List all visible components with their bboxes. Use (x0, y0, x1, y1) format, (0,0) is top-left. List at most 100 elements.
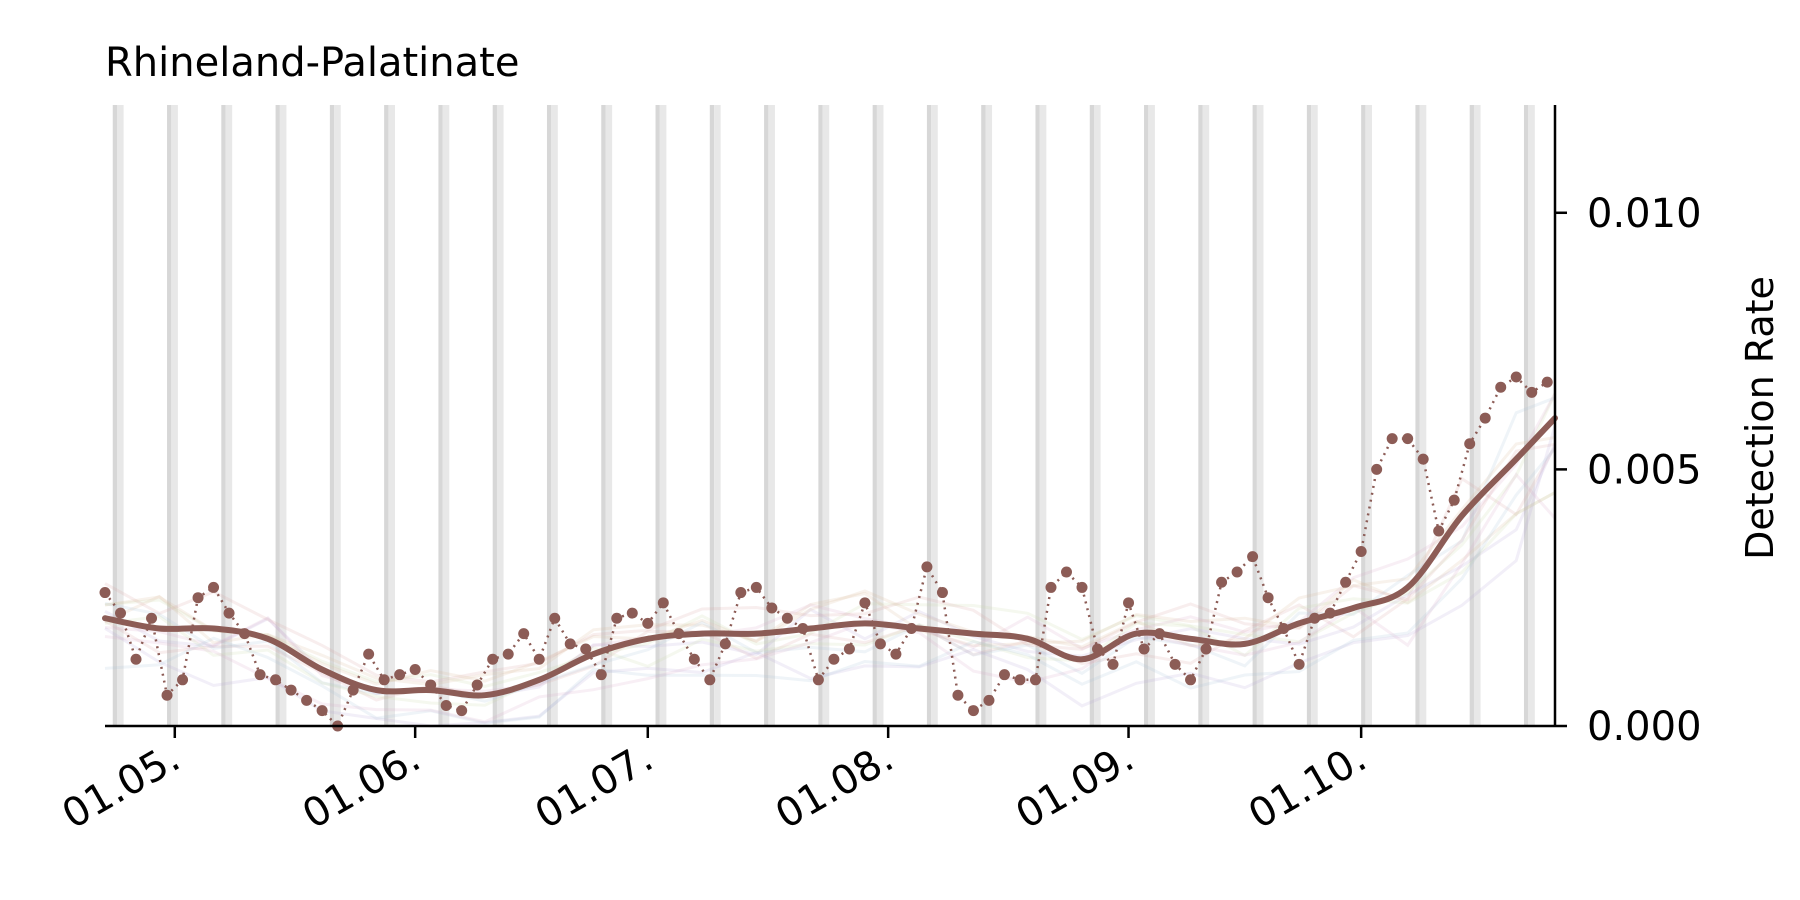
weekend-band-light (1528, 105, 1535, 726)
daily-point (378, 674, 390, 686)
daily-point (1495, 381, 1507, 393)
weekend-bands (112, 105, 1535, 726)
weekend-band-light (931, 105, 938, 726)
daily-point (1169, 658, 1181, 670)
daily-point (1247, 551, 1259, 563)
background-trace (104, 447, 1557, 725)
weekend-band (438, 105, 443, 726)
daily-point (270, 674, 282, 686)
daily-point (704, 674, 716, 686)
daily-point (192, 592, 204, 604)
daily-point (146, 612, 158, 624)
weekend-band-light (605, 105, 613, 726)
daily-point (1185, 674, 1197, 686)
daily-point (967, 705, 979, 717)
background-trace (104, 491, 1556, 687)
daily-point (766, 602, 778, 614)
weekend-band (926, 105, 932, 726)
daily-point (177, 674, 189, 686)
daily-point (285, 684, 297, 696)
weekend-band (329, 105, 335, 726)
daily-point (828, 653, 840, 665)
background-lines (104, 392, 1557, 728)
daily-point (1541, 376, 1553, 388)
daily-point (595, 669, 607, 681)
weekend-band-light (1039, 105, 1047, 726)
daily-point (735, 587, 747, 599)
weekend-band-light (442, 105, 450, 726)
x-tick-label: 01.06. (295, 735, 428, 838)
weekend-band (1144, 105, 1149, 726)
weekend-band (1198, 105, 1203, 726)
weekend-band-light (822, 105, 830, 726)
daily-point (471, 679, 483, 691)
daily-series-line (104, 375, 1548, 729)
weekend-band (1089, 105, 1095, 726)
daily-point (874, 638, 886, 650)
daily-point (1433, 525, 1445, 537)
weekend-band (1252, 105, 1257, 726)
daily-point (301, 694, 313, 706)
daily-point (254, 669, 266, 681)
daily-point (549, 612, 561, 624)
background-trace (104, 393, 1557, 688)
smoothed-series-line (102, 415, 1558, 699)
daily-point (456, 705, 468, 717)
y-tick-label: 0.005 (1587, 447, 1702, 493)
daily-point (642, 617, 654, 629)
daily-point (1526, 386, 1538, 398)
weekend-band-light (876, 105, 884, 726)
weekend-band (384, 105, 389, 726)
daily-point (518, 628, 530, 640)
daily-point (657, 597, 669, 609)
daily-point (533, 653, 545, 665)
daily-point (688, 653, 700, 665)
daily-point (580, 643, 592, 655)
daily-point (890, 648, 902, 660)
daily-point (719, 638, 731, 650)
daily-point (1231, 566, 1243, 578)
daily-point (1510, 371, 1522, 383)
daily-point (936, 587, 948, 599)
daily-point (998, 669, 1010, 681)
weekend-band (1415, 105, 1420, 726)
background-trace (104, 472, 1557, 724)
weekend-band (1306, 105, 1312, 726)
weekend-band (981, 105, 986, 726)
daily-point (1293, 658, 1305, 670)
weekend-band-light (1094, 105, 1101, 726)
x-tick-label: 01.05. (55, 735, 188, 838)
weekend-band (1523, 105, 1529, 726)
x-tick-label: 01.08. (768, 735, 901, 838)
daily-point (626, 607, 638, 619)
daily-point (921, 561, 933, 573)
weekend-band-light (1202, 105, 1210, 726)
daily-point (1355, 546, 1367, 558)
daily-point (812, 674, 824, 686)
daily-point (1417, 453, 1429, 465)
weekend-band (1035, 105, 1040, 726)
weekend-band (1469, 105, 1474, 726)
daily-point (208, 581, 220, 593)
daily-point (1060, 566, 1072, 578)
chart-title: Rhineland-Palatinate (105, 40, 519, 86)
weekend-band-light (985, 105, 993, 726)
daily-point (1138, 643, 1150, 655)
daily-point (1076, 581, 1088, 593)
daily-point (99, 587, 111, 599)
weekend-band (818, 105, 823, 726)
daily-point (1479, 412, 1491, 424)
weekend-band-light (496, 105, 504, 726)
daily-point (843, 643, 855, 655)
x-tick-label: 01.07. (528, 735, 661, 838)
daily-point (1045, 581, 1057, 593)
daily-point (223, 607, 235, 619)
daily-point (611, 612, 623, 624)
weekend-band (709, 105, 715, 726)
weekend-band-light (117, 105, 124, 726)
weekend-band-light (1419, 105, 1427, 726)
weekend-band-light (1365, 105, 1373, 726)
weekend-band-light (768, 105, 775, 726)
weekend-band (275, 105, 280, 726)
weekend-band-light (388, 105, 395, 726)
